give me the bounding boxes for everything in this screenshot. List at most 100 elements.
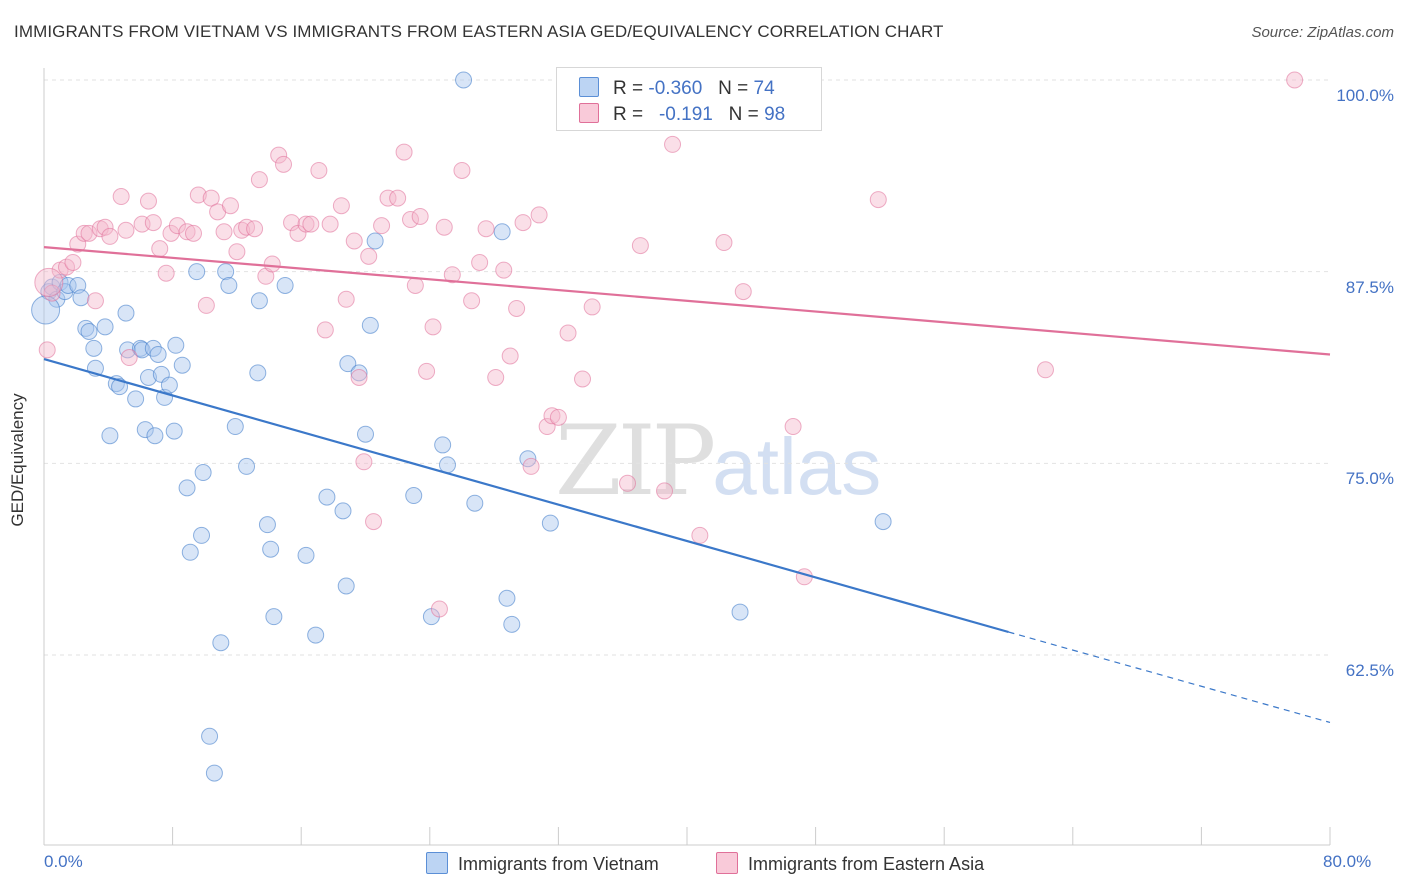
eastasia-point (430, 600, 448, 618)
eastasia-point (619, 474, 637, 492)
vietnam-point (318, 488, 336, 506)
vietnam-point (350, 364, 368, 382)
vietnam-point (160, 376, 178, 394)
eastasia-point (373, 217, 391, 235)
eastasia-point (117, 221, 135, 239)
eastasia-point (345, 232, 363, 250)
eastasia-point (297, 215, 315, 233)
legend-row-eastasia: R = -0.191 N = 98 (579, 103, 785, 125)
eastasia-point (501, 347, 519, 365)
eastasia-swatch (579, 103, 599, 123)
bottom-legend-vietnam: Immigrants from Vietnam (426, 852, 659, 875)
vietnam-point (101, 427, 119, 445)
eastasia-point (157, 264, 175, 282)
eastasia-point (144, 214, 162, 232)
eastasia-point (80, 224, 98, 242)
x-tick-label-min: 0.0% (44, 852, 83, 871)
eastasia-n-label: N = (728, 104, 759, 125)
vietnam-point (188, 263, 206, 281)
vietnam-point (173, 356, 191, 374)
eastasia-point (86, 292, 104, 310)
eastasia-point (246, 220, 264, 238)
eastasia-point (250, 171, 268, 189)
bottom-vietnam-swatch (426, 852, 448, 874)
vietnam-point (178, 479, 196, 497)
vietnam-r-label: R = (613, 78, 644, 99)
eastasia-point (443, 266, 461, 284)
eastasia-point (270, 146, 288, 164)
vietnam-point (139, 368, 157, 386)
eastasia-point (543, 407, 561, 425)
vietnam-point (265, 608, 283, 626)
bottom-vietnam-label: Immigrants from Vietnam (458, 854, 659, 874)
vietnam-point (438, 456, 456, 474)
eastasia-point (453, 161, 471, 179)
vietnam-swatch (579, 77, 599, 97)
eastasia-point (379, 189, 397, 207)
eastasia-point (402, 211, 420, 229)
stats-legend: R = -0.360 N = 74 R = -0.191 N = 98 (556, 67, 822, 131)
vietnam-point (136, 421, 154, 439)
vietnam-point (466, 494, 484, 512)
bottom-eastasia-label: Immigrants from Eastern Asia (748, 854, 985, 874)
eastasia-point (350, 368, 368, 386)
eastasia-point (631, 237, 649, 255)
eastasia-point (302, 215, 320, 233)
eastasia-point (202, 189, 220, 207)
vietnam-point (262, 540, 280, 558)
vietnam-r-value: -0.360 (648, 78, 703, 99)
eastasia-point (715, 234, 733, 252)
eastasia-point (389, 189, 407, 207)
vietnam-point (339, 355, 357, 373)
vietnam-point (297, 546, 315, 564)
vietnam-point (276, 276, 294, 294)
vietnam-point (217, 263, 235, 281)
vietnam-point (205, 764, 223, 782)
eastasia-point (487, 368, 505, 386)
eastasia-point (189, 186, 207, 204)
eastasia-point (263, 255, 281, 273)
eastasia-point (463, 292, 481, 310)
eastasia-point (337, 290, 355, 308)
eastasia-point (691, 526, 709, 544)
vietnam-point (731, 603, 749, 621)
eastasia-point (151, 240, 169, 258)
eastasia-point (360, 247, 378, 265)
vietnam-point (493, 223, 511, 241)
eastasia-point (75, 224, 93, 242)
vietnam-point (541, 514, 559, 532)
eastasia-r-value: -0.191 (658, 104, 713, 125)
y-tick-label-75: 75.0% (1345, 469, 1394, 488)
eastasia-point (310, 161, 328, 179)
eastasia-point (435, 218, 453, 236)
eastasia-point (583, 298, 601, 316)
eastasia-point (471, 253, 489, 271)
eastasia-point (734, 283, 752, 301)
eastasia-point (522, 457, 540, 475)
vietnam-point (250, 292, 268, 310)
vietnam-point (238, 457, 256, 475)
eastasia-point (215, 223, 233, 241)
eastasia-point (869, 191, 887, 209)
eastasia-point (411, 207, 429, 225)
vietnam-point (80, 322, 98, 340)
eastasia-point (332, 197, 350, 215)
eastasia-point (559, 324, 577, 342)
eastasia-point (365, 513, 383, 531)
eastasia-point (38, 341, 56, 359)
eastasia-point (168, 217, 186, 235)
eastasia-point (139, 192, 157, 210)
vietnam-point (503, 615, 521, 633)
eastasia-point (178, 223, 196, 241)
vietnam-point (77, 319, 95, 337)
vietnam-point (405, 487, 423, 505)
vietnam-point (434, 436, 452, 454)
bottom-legend-eastasia: Immigrants from Eastern Asia (716, 852, 984, 875)
vietnam-point (193, 526, 211, 544)
eastasia-point (1286, 71, 1304, 89)
eastasia-point (316, 321, 334, 339)
eastasia-point (197, 296, 215, 314)
eastasia-point (184, 224, 202, 242)
vietnam-point (59, 276, 77, 294)
